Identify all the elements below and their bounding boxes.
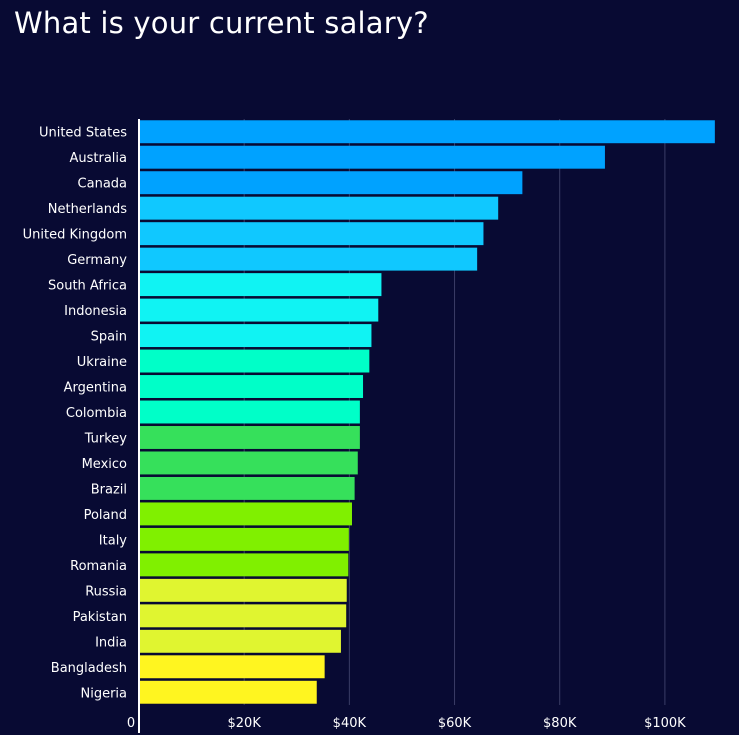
bar [140,247,478,271]
x-tick-label: $100K [644,716,686,731]
bars [140,120,715,704]
x-tick-label: $40K [333,716,367,731]
category-label: South Africa [48,279,127,294]
x-tick-label: $80K [543,716,577,731]
bar [140,171,523,195]
category-label: India [95,635,127,650]
category-label: Ukraine [77,355,127,370]
category-label: Spain [91,330,127,345]
x-tick-label: 0 [127,716,135,731]
bar [140,502,352,526]
bar [140,604,347,628]
bar [140,680,317,704]
bar [140,120,715,144]
bar [140,145,605,169]
bar [140,196,499,220]
bar [140,629,341,653]
category-label: United Kingdom [23,228,127,243]
x-tick-label: $20K [228,716,262,731]
x-axis-ticks: 0 $20K $40K $60K $80K $100K [127,716,686,731]
category-label: Argentina [64,381,127,396]
category-labels: United States Australia Canada Netherlands U… [23,126,128,702]
bar [140,375,364,398]
bar [140,451,358,475]
category-label: Canada [78,177,127,192]
category-label: Bangladesh [51,661,127,676]
bar [140,222,484,246]
bar [140,349,370,373]
category-label: United States [39,126,127,141]
bar [140,273,382,297]
category-label: Russia [85,584,127,599]
bar [140,578,347,602]
category-label: Brazil [91,482,127,497]
bar [140,476,355,500]
category-label: Italy [99,533,128,548]
bar [140,553,349,577]
bar [140,324,372,348]
category-label: Indonesia [64,304,127,319]
chart-title: What is your current salary? [14,6,429,40]
category-label: Pakistan [73,610,127,625]
category-label: Mexico [82,457,127,472]
bar [140,527,349,551]
category-label: Poland [84,508,127,523]
category-label: Turkey [84,431,128,446]
category-label: Germany [67,253,127,268]
category-label: Romania [70,559,127,574]
bar [140,400,360,424]
bar [140,655,325,679]
bar [140,426,360,449]
category-label: Australia [69,151,127,166]
bar [140,298,379,322]
category-label: Colombia [66,406,127,421]
category-label: Nigeria [80,686,127,701]
category-label: Netherlands [48,202,127,217]
x-tick-label: $60K [438,716,472,731]
